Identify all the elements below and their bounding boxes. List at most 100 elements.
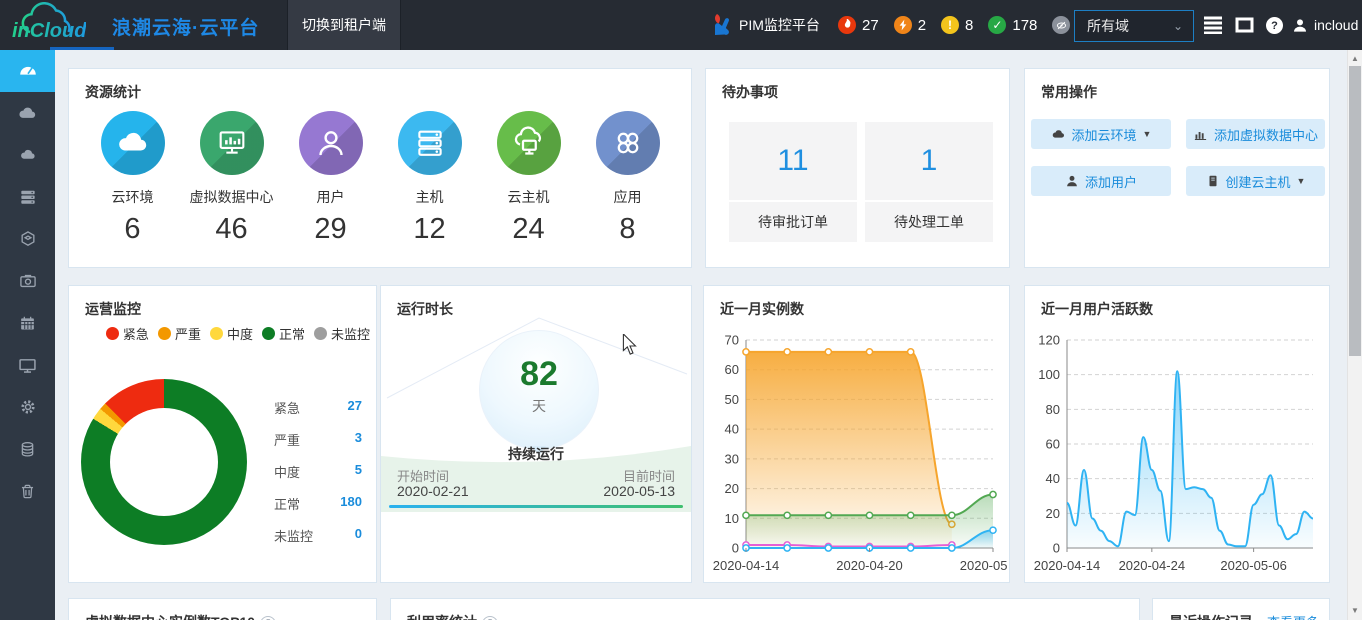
vertical-scrollbar[interactable]: ▲ ▼: [1347, 50, 1362, 620]
sidebar-item-settings[interactable]: [0, 386, 55, 428]
legend-severe[interactable]: 严重: [157, 324, 201, 343]
activity-area-chart: 0 20 40 60 80 100 120 2020-04-14 2020-04-24 2020-…: [1027, 328, 1327, 578]
resource-value: 8: [619, 213, 636, 245]
alert-count: 2: [917, 16, 927, 34]
alert-count: 178: [1012, 16, 1038, 34]
svg-text:2020-04-14: 2020-04-14: [1034, 558, 1101, 573]
todo-count: 1: [865, 122, 993, 202]
app-clover-icon: [595, 111, 660, 175]
resource-applications[interactable]: 应用 8: [578, 111, 677, 246]
legend-label: 紧急: [122, 327, 149, 342]
alert-normal[interactable]: ✓ 178: [988, 16, 1037, 34]
legend-moderate[interactable]: 中度: [209, 324, 253, 343]
alert-severe[interactable]: 2: [893, 16, 927, 34]
cloud-icon: [1052, 129, 1064, 138]
sidebar-item-dashboard[interactable]: [0, 50, 55, 92]
legend-label: 未监控: [330, 327, 370, 342]
todo-label: 待处理工单: [894, 214, 964, 230]
button-label: 添加云环境: [1071, 127, 1137, 143]
view-more-link[interactable]: 查看更多: [1267, 612, 1319, 620]
resource-label: 主机: [415, 189, 444, 205]
legend-unmonitored[interactable]: 未监控: [313, 324, 370, 343]
stat-value: 27: [347, 398, 362, 413]
alert-moderate[interactable]: ! 8: [941, 16, 973, 34]
panel-utilization: 利用率统计?: [390, 598, 1140, 620]
switch-tenant-button[interactable]: 切换到租户端: [287, 0, 401, 50]
svg-text:0: 0: [732, 541, 739, 556]
uptime-days: 82: [520, 355, 558, 393]
sidebar-item-cloud-environment[interactable]: [0, 92, 55, 134]
server-stack-icon: [20, 190, 35, 204]
resource-virtual-datacenter[interactable]: 虚拟数据中心 46: [182, 111, 281, 246]
add-cloud-environment-button[interactable]: 添加云环境 ▼: [1031, 119, 1171, 149]
scrollbar-thumb[interactable]: [1349, 66, 1361, 356]
sidebar-item-recycle-bin[interactable]: [0, 470, 55, 512]
uptime-gradient-line: [389, 505, 683, 508]
sidebar-item-storage[interactable]: [0, 428, 55, 470]
panel-todo: 待办事项 11 待审批订单 1 待处理工单: [705, 68, 1010, 268]
resource-value: 12: [413, 213, 446, 245]
cloud-icon: [19, 107, 36, 118]
stat-value: 5: [354, 462, 362, 477]
add-user-button[interactable]: 添加用户: [1031, 166, 1171, 196]
cloud-icon: [20, 149, 35, 159]
sidebar-item-monitor-screen[interactable]: [0, 344, 55, 386]
legend-normal[interactable]: 正常: [261, 324, 305, 343]
help-icon[interactable]: ?: [482, 616, 498, 620]
legend-critical[interactable]: 紧急: [105, 324, 149, 343]
resource-hosts[interactable]: 主机 12: [380, 111, 479, 246]
todo-pending-tickets[interactable]: 1 待处理工单: [865, 122, 993, 242]
sidebar-item-cloud-resource[interactable]: [0, 134, 55, 176]
resource-cloud-environment[interactable]: 云环境 6: [83, 111, 182, 246]
stat-row: 严重 3: [274, 430, 362, 449]
list-menu-icon[interactable]: [1202, 14, 1224, 36]
svg-text:20: 20: [1046, 506, 1060, 521]
panel-quick-ops: 常用操作 添加云环境 ▼ 添加虚拟数据中心 添加用户 创建云主机 ▼: [1024, 68, 1330, 268]
panel-title: 常用操作: [1041, 84, 1097, 100]
current-time-label: 目前时间: [622, 469, 675, 484]
sidebar-item-hosts[interactable]: [0, 176, 55, 218]
panel-vdc-top10: 虚拟数据中心实例数TOP10?: [68, 598, 377, 620]
current-date: 2020-05-13: [603, 483, 675, 499]
svg-text:70: 70: [725, 333, 739, 348]
svg-text:30: 30: [725, 451, 739, 466]
user-menu[interactable]: incloud: [1292, 0, 1358, 50]
sidebar-item-snapshot[interactable]: [0, 260, 55, 302]
resource-label: 云环境: [111, 189, 154, 205]
pim-logo-icon: [715, 14, 730, 35]
add-virtual-datacenter-button[interactable]: 添加虚拟数据中心: [1186, 119, 1325, 149]
uptime-unit: 天: [532, 398, 546, 414]
status-donut-chart: [81, 379, 247, 545]
caret-down-icon: ▼: [1296, 176, 1306, 186]
logo-text: inCloud: [12, 20, 87, 42]
window-icon[interactable]: [1233, 14, 1255, 36]
scroll-down-arrow[interactable]: ▼: [1351, 606, 1359, 615]
svg-text:120: 120: [1038, 333, 1060, 348]
domain-select[interactable]: 所有域 ⌄: [1074, 10, 1194, 42]
help-icon[interactable]: ?: [260, 616, 277, 620]
pim-monitor-link[interactable]: PIM监控平台: [710, 0, 820, 50]
svg-text:2020-05-06: 2020-05-06: [1220, 558, 1287, 573]
alert-count: 8: [965, 16, 974, 34]
button-label: 创建云主机: [1225, 174, 1291, 190]
help-icon[interactable]: ?: [1263, 14, 1285, 36]
alert-critical[interactable]: 27: [838, 16, 879, 34]
resource-cloud-hosts[interactable]: 云主机 24: [479, 111, 578, 246]
pim-label: PIM监控平台: [739, 17, 820, 33]
svg-text:0: 0: [1053, 541, 1060, 556]
sidebar-item-schedule[interactable]: [0, 302, 55, 344]
sidebar-item-resource-box[interactable]: [0, 218, 55, 260]
resource-label: 应用: [613, 189, 642, 205]
host-icon: [397, 111, 462, 175]
panel-title: 虚拟数据中心实例数TOP10?: [85, 612, 277, 620]
create-cloud-host-button[interactable]: 创建云主机 ▼: [1186, 166, 1325, 196]
svg-text:2020-05-13: 2020-05-13: [960, 558, 1007, 573]
bolt-icon: [893, 16, 912, 34]
resource-users[interactable]: 用户 29: [281, 111, 380, 246]
todo-pending-orders[interactable]: 11 待审批订单: [729, 122, 857, 242]
panel-title: 最近操作记录: [1169, 612, 1253, 620]
legend-dot: [105, 327, 119, 340]
scroll-up-arrow[interactable]: ▲: [1351, 54, 1359, 63]
cloud-host-icon: [496, 111, 561, 175]
